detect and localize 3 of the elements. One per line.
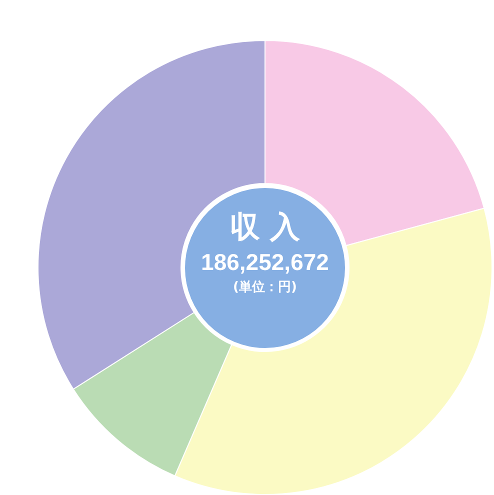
text: 186,252,672 [200,248,330,276]
text: (単位：円) [232,278,298,296]
text: 収 入 [228,210,302,246]
